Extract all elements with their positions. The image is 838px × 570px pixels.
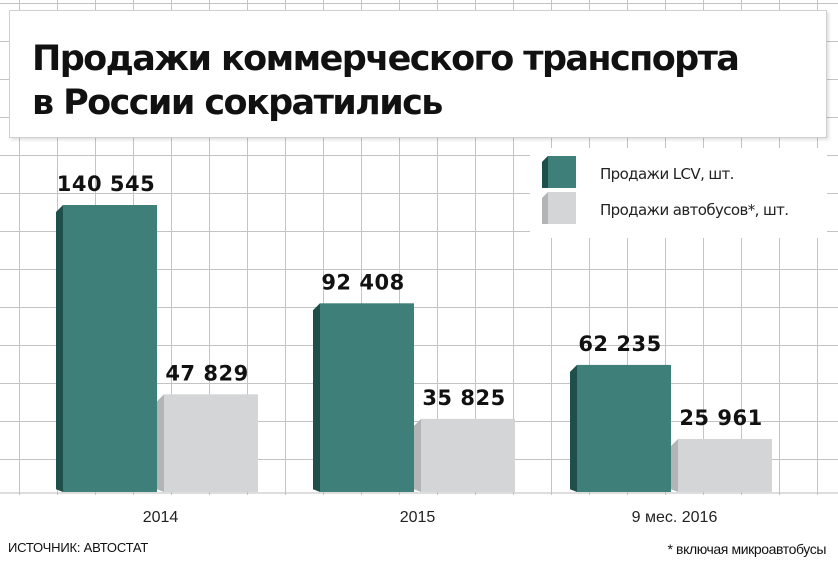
footnote: * включая микроавтобусы [667, 541, 827, 557]
bar-side-buses-1 [414, 418, 421, 492]
category-label-0: 2014 [143, 509, 179, 526]
bar-side-buses-2 [671, 438, 678, 492]
bar-buses-2 [678, 438, 772, 492]
title-box: Продажи коммерческого транспорта в Росси… [9, 10, 827, 138]
bar-side-buses-0 [157, 394, 164, 492]
legend-label-buses: Продажи автобусов*, шт. [600, 201, 789, 219]
bar-side-lcv-0 [56, 205, 63, 492]
value-label-lcv-2: 62 235 [578, 332, 661, 356]
bar-buses-1 [421, 418, 515, 492]
legend-label-lcv: Продажи LCV, шт. [600, 165, 734, 183]
bar-buses-0 [164, 394, 258, 492]
value-label-buses-0: 47 829 [165, 361, 248, 385]
bar-lcv-1 [320, 303, 414, 492]
value-label-lcv-1: 92 408 [321, 270, 404, 294]
source-note: ИСТОЧНИК: АВТОСТАТ [8, 540, 149, 555]
legend-swatch-buses [542, 192, 576, 224]
category-label-1: 2015 [400, 509, 436, 526]
bar-lcv-0 [63, 205, 157, 492]
bar-side-lcv-2 [570, 364, 577, 492]
value-label-buses-1: 35 825 [422, 386, 505, 410]
chart-title-line-1: Продажи коммерческого транспорта [32, 39, 740, 79]
legend: Продажи LCV, шт. Продажи автобусов*, шт. [530, 148, 827, 238]
value-label-lcv-0: 140 545 [57, 172, 155, 196]
bar-lcv-2 [577, 364, 671, 492]
value-label-buses-2: 25 961 [679, 406, 762, 430]
chart-title-line-2: в России сократились [32, 83, 443, 123]
bar-side-lcv-1 [313, 303, 320, 492]
legend-swatch-lcv [542, 156, 576, 188]
category-label-2: 9 мес. 2016 [632, 509, 718, 526]
